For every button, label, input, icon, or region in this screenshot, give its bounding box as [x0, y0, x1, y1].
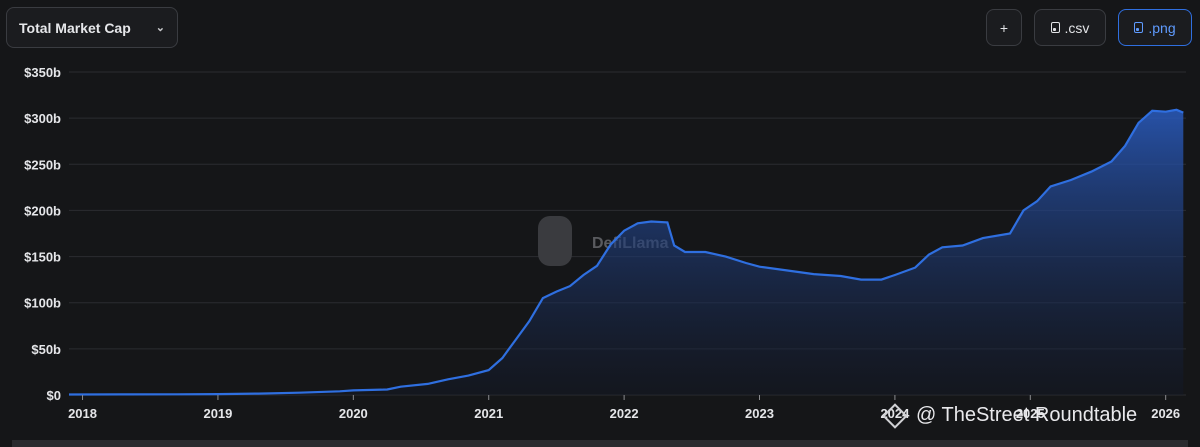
- csv-button-label: .csv: [1064, 19, 1090, 36]
- y-tick-label: $250b: [24, 157, 61, 172]
- y-tick-label: $50b: [31, 342, 61, 357]
- x-tick-label: 2019: [203, 406, 232, 421]
- y-tick-label: $100b: [24, 296, 61, 311]
- chevron-down-icon: ⌄: [155, 22, 165, 34]
- add-button-label: +: [999, 19, 1009, 36]
- metric-select-label: Total Market Cap: [19, 19, 131, 36]
- file-image-icon: [1134, 22, 1144, 33]
- y-tick-label: $300b: [24, 111, 61, 126]
- y-tick-label: $200b: [24, 203, 61, 218]
- download-png-button[interactable]: .png: [1118, 9, 1192, 46]
- x-tick-label: 2020: [339, 406, 368, 421]
- market-cap-line: [68, 108, 1184, 396]
- x-tick-label: 2022: [610, 406, 639, 421]
- png-button-label: .png: [1148, 19, 1176, 36]
- credit-text: @ TheStreet Roundtable: [916, 404, 1138, 426]
- download-csv-button[interactable]: .csv: [1034, 9, 1106, 46]
- add-button[interactable]: +: [986, 9, 1022, 46]
- x-tick-label: 2021: [474, 406, 503, 421]
- diamond-logo-icon: [882, 402, 908, 429]
- horizontal-scrollbar[interactable]: [12, 440, 1188, 447]
- market-cap-area: [69, 109, 1184, 396]
- x-tick-label: 2025: [1016, 406, 1045, 421]
- y-tick-label: $350b: [24, 65, 61, 80]
- y-tick-label: $150b: [24, 250, 61, 265]
- file-icon: [1050, 22, 1060, 33]
- x-tick-label: 2018: [68, 406, 97, 421]
- y-tick-label: $0: [47, 388, 61, 403]
- x-tick-label: 2026: [1151, 406, 1180, 421]
- x-tick-label: 2023: [745, 406, 774, 421]
- watermark-credit: @ TheStreet Roundtable: [882, 402, 1138, 429]
- x-tick-label: 2024: [880, 406, 910, 421]
- metric-select[interactable]: Total Market Cap ⌄: [6, 7, 178, 48]
